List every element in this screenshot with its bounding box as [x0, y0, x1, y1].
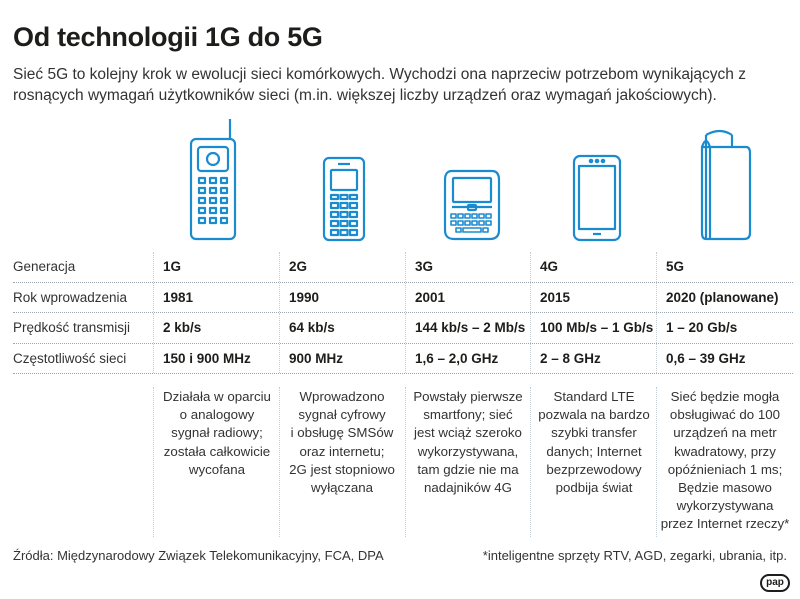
description-1g: Działała w oparciu o analogowy sygnał ra…: [158, 388, 276, 479]
table-cell: 4G: [540, 259, 559, 274]
table-cell: 2001: [415, 289, 446, 305]
description-5g: Sieć będzie mogła obsługiwać do 100 urzą…: [659, 388, 791, 534]
row-label: Częstotliwość sieci: [13, 350, 127, 366]
footnote: *inteligentne sprzęty RTV, AGD, zegarki,…: [482, 548, 787, 563]
table-cell: 100 Mb/s – 1 Gb/s: [540, 320, 654, 336]
table-cell: 1990: [289, 289, 320, 305]
table-cell: 5G: [666, 259, 685, 274]
table-cell: 2 kb/s: [163, 320, 202, 336]
2g-feature-phone-icon: [322, 156, 366, 242]
row-label: Prędkość transmisji: [13, 320, 131, 336]
table-cell: 1 – 20 Gb/s: [666, 320, 738, 336]
description-2g: Wprowadzono sygnał cyfrowy i obsługę SMS…: [282, 388, 402, 497]
table-cell: 1,6 – 2,0 GHz: [415, 350, 499, 366]
table-cell: 144 kb/s – 2 Mb/s: [415, 320, 526, 336]
table-cell: 1G: [163, 259, 182, 274]
table-cell: 3G: [415, 259, 434, 274]
4g-smartphone-icon: [572, 154, 622, 242]
5g-foldable-phone-icon: [700, 129, 752, 241]
table-cell: 2015: [540, 289, 571, 305]
table-row-frequency: Częstotliwość sieci 150 i 900 MHz 900 MH…: [13, 343, 793, 375]
description-text: Standard LTE pozwala na bardzo szybki tr…: [538, 389, 650, 496]
table-cell: 64 kb/s: [289, 320, 335, 336]
table-cell: 150 i 900 MHz: [163, 350, 251, 366]
table-row-year: Rok wprowadzenia 1981 1990 2001 2015 202…: [13, 282, 793, 314]
table-cell: 0,6 – 39 GHz: [666, 350, 746, 366]
table-cell: 1981: [163, 289, 194, 305]
description-text: Działała w oparciu o analogowy sygnał ra…: [163, 389, 271, 477]
sources-footer: Źródła: Międzynarodowy Związek Telekomun…: [13, 548, 384, 563]
table-cell: 2020 (planowane): [666, 289, 779, 305]
generations-table: Generacja 1G 2G 3G 4G 5G Rok wprowadzeni…: [13, 252, 793, 375]
page-subtitle: Sieć 5G to kolejny krok w ewolucji sieci…: [13, 66, 746, 104]
table-row-generation: Generacja 1G 2G 3G 4G 5G: [13, 252, 793, 283]
description-text: Sieć będzie mogła obsługiwać do 100 urzą…: [660, 389, 790, 532]
1g-brick-phone-icon: [189, 119, 237, 241]
table-cell: 900 MHz: [289, 350, 344, 366]
row-label: Generacja: [13, 259, 76, 274]
table-cell: 2 – 8 GHz: [540, 350, 601, 366]
pap-logo: pap: [760, 574, 790, 592]
table-row-speed: Prędkość transmisji 2 kb/s 64 kb/s 144 k…: [13, 313, 793, 344]
phone-illustrations: [0, 115, 800, 245]
3g-smartphone-keyboard-icon: [443, 169, 501, 241]
description-3g: Powstały pierwsze smartfony; sieć jest w…: [408, 388, 528, 497]
table-cell: 2G: [289, 259, 308, 274]
row-label: Rok wprowadzenia: [13, 289, 128, 305]
description-text: Wprowadzono sygnał cyfrowy i obsługę SMS…: [289, 389, 395, 496]
page-title: Od technologii 1G do 5G: [13, 22, 323, 52]
description-text: Powstały pierwsze smartfony; sieć jest w…: [413, 389, 523, 496]
description-4g: Standard LTE pozwala na bardzo szybki tr…: [533, 388, 655, 497]
